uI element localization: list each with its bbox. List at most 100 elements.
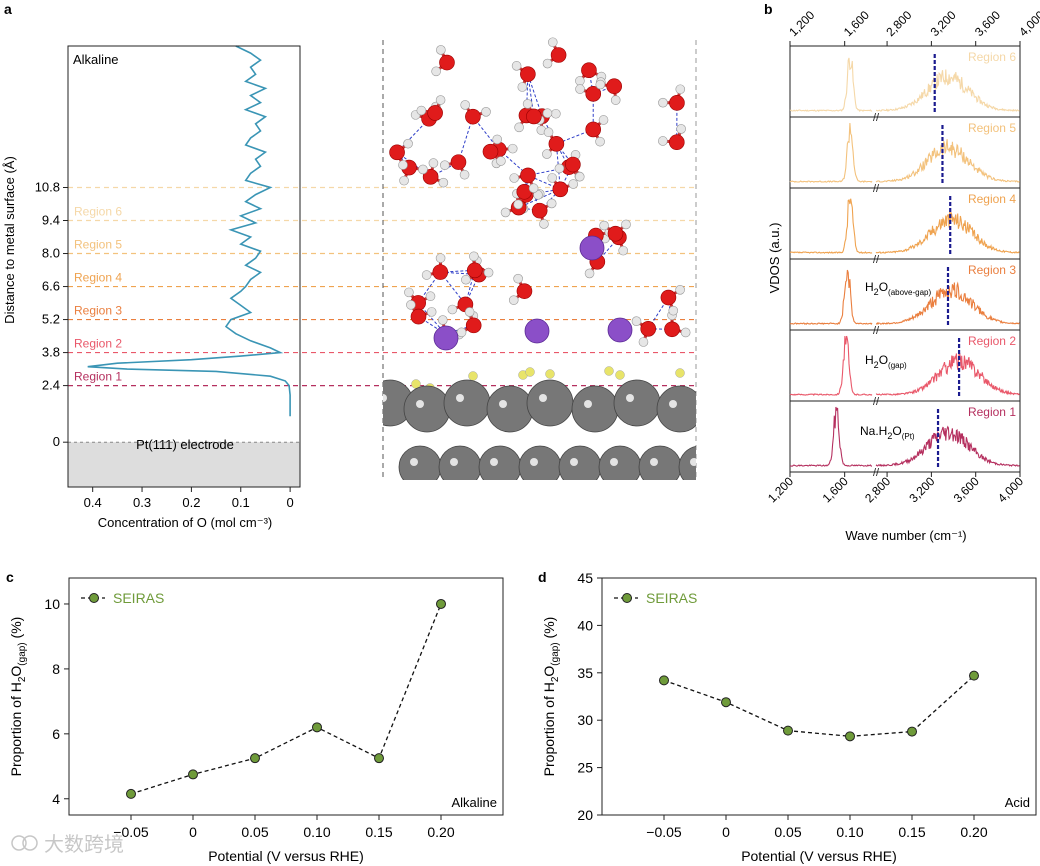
b-top-tick-label: 4,000: [1016, 8, 1040, 39]
sim-hydrogen-atom: [481, 106, 491, 117]
sim-hydrogen-atom: [406, 300, 416, 310]
b-annotation-sub: 2: [874, 287, 879, 297]
sim-hydrogen-atom: [631, 316, 642, 326]
sim-platinum-highlight: [416, 400, 424, 408]
sim-hydrogen-atom: [542, 149, 552, 159]
sim-platinum-atom: [678, 445, 696, 480]
b-vdos-panels: Region 6//Region 5//Region 4//Region 3H2…: [789, 45, 1021, 479]
b-bottom-tick-label: 2,800: [862, 474, 893, 505]
sim-hydrogen-atom: [658, 136, 668, 146]
sim-hydrogen-atom: [459, 169, 470, 180]
sim-oxygen-atom: [669, 95, 685, 111]
b-axis-break: //: [873, 254, 880, 266]
y-label-main: Proportion of H: [541, 682, 557, 776]
y-label-sub: 2: [17, 676, 28, 682]
sim-hydrogen-atom: [428, 158, 439, 168]
sim-oxygen-atom: [606, 78, 622, 95]
a-region-label: Region 6: [74, 205, 122, 219]
b-top-tick-label: 3,200: [928, 8, 959, 39]
sim-adsorbate-atom: [675, 368, 685, 378]
y-tick-label: 25: [577, 760, 593, 776]
sim-platinum-highlight: [570, 458, 578, 466]
sim-hydrogen-atom: [496, 156, 506, 166]
a-x-tick-label: 0: [287, 495, 294, 510]
b-annotation-main: Na.H: [860, 424, 887, 438]
b-bottom-tick-label: 3,600: [951, 474, 982, 505]
b-annotation-mid: O: [892, 424, 901, 438]
sim-hydrogen-atom: [668, 305, 679, 316]
y-tick-label: 10: [44, 596, 60, 612]
sim-oxygen-atom: [526, 108, 542, 125]
b-top-tick-label: 1,600: [841, 8, 872, 39]
sim-sodium-atom: [433, 325, 459, 351]
b-annotation-mid: O: [879, 353, 888, 367]
panel-a: a Alkaline Pt(111) electrode 0 2.4 3.8 5.2 6…: [2, 1, 696, 530]
sim-platinum-atom: [638, 445, 682, 480]
sim-hydrogen-atom: [456, 327, 467, 338]
sim-hydrogen-atom: [547, 37, 558, 48]
sim-adsorbate-atom: [604, 366, 614, 376]
b-region-label: Region 1: [968, 405, 1016, 419]
sim-hydrogen-atom: [436, 45, 446, 55]
b-bottom-ticks: 1,200 1,600 2,800 3,200 3,600 4,000: [765, 472, 1026, 505]
x-tick-label: 0: [722, 824, 730, 840]
sim-hydrogen-atom: [547, 173, 558, 183]
sim-oxygen-atom: [550, 47, 567, 63]
b-annotation-main: H: [865, 280, 874, 294]
sim-hydrogen-atom: [546, 198, 557, 209]
watermark: 大数跨境: [11, 833, 124, 856]
y-axis-label: Proportion of H2O(gap) (%): [541, 617, 561, 777]
b-vdos-spectrum: [789, 269, 1020, 325]
sim-platinum-atom: [403, 385, 451, 433]
panel-b-label: b: [764, 1, 773, 17]
sim-hydrogen-atom: [675, 84, 686, 95]
b-annotation-sub2: (gap): [888, 361, 907, 370]
sim-hydrogen-atom: [399, 175, 409, 186]
sim-platinum-atom: [478, 445, 522, 480]
sim-hydrogen-atom: [618, 245, 628, 256]
y-tick-label: 8: [52, 661, 60, 677]
panel-b: b Region 6 // Region 5 // Region 4 // Region 3…: [764, 1, 1040, 543]
sim-platinum-highlight: [499, 400, 507, 408]
sim-platinum-highlight: [490, 458, 498, 466]
sim-sodium-atom: [524, 318, 550, 344]
b-vdos-spectrum: [789, 198, 1020, 254]
a-x-ticks: 0.4 0.3 0.2 0.1 0: [84, 487, 294, 510]
b-region-label: Region 5: [968, 121, 1016, 135]
a-electrode-label: Pt(111) electrode: [136, 437, 234, 452]
sim-platinum-atom: [613, 379, 661, 427]
sim-hydrogen-atom: [517, 82, 528, 92]
x-tick-label: 0.20: [960, 824, 987, 840]
a-x-axis-label: Concentration of O (mol cm⁻³): [98, 515, 272, 530]
b-annotation-sub2: (Pt): [902, 432, 915, 441]
sim-adsorbate-atom: [545, 369, 555, 379]
data-point: [188, 769, 198, 780]
sim-platinum-highlight: [650, 458, 658, 466]
b-species-annotation: Na.H2O(Pt): [860, 424, 915, 441]
sim-hydrogen-atom: [425, 291, 436, 302]
b-region-label: Region 4: [968, 192, 1016, 206]
sim-hydrogen-atom: [509, 173, 520, 183]
y-tick-label: 40: [577, 617, 593, 633]
sim-platinum-atom: [443, 379, 491, 427]
sim-platinum-highlight: [669, 400, 677, 408]
b-axis-break: //: [873, 467, 880, 479]
b-species-annotation: H2O(gap): [865, 353, 907, 370]
panel-a-label: a: [4, 1, 12, 17]
b-x-axis-label: Wave number (cm⁻¹): [845, 528, 966, 543]
y-label-mid: O: [541, 666, 557, 677]
sim-hydrogen-atom: [539, 219, 549, 229]
sim-hydrogen-atom: [500, 207, 511, 218]
sim-platinum-atom: [486, 385, 534, 433]
corner-label: Alkaline: [451, 795, 497, 810]
a-region-label: Region 4: [74, 271, 122, 285]
sim-adsorbate-atom: [468, 371, 478, 381]
legend-label: SEIRAS: [113, 590, 164, 606]
b-bottom-tick-label: 1,600: [820, 474, 851, 505]
a-region-label: Region 1: [74, 370, 122, 384]
a-x-tick-label: 0.4: [84, 495, 102, 510]
a-x-tick-label: 0.3: [133, 495, 151, 510]
b-panel-frame: [789, 400, 1021, 473]
sim-oxygen-atom: [585, 86, 602, 102]
